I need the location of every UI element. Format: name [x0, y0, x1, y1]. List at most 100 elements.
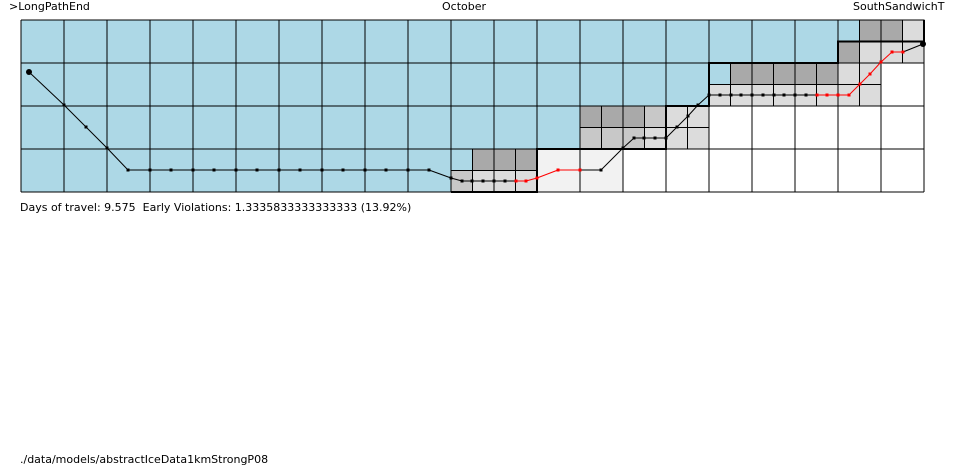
refined-cell [472, 148, 495, 171]
path-segment [697, 94, 710, 106]
grid-lines [20, 19, 925, 193]
path-waypoint [105, 146, 109, 150]
refined-cell [794, 62, 817, 85]
path-waypoint [621, 146, 625, 150]
refined-cell [515, 148, 538, 171]
path-waypoint [84, 125, 88, 129]
refined-cell [837, 62, 860, 85]
path-waypoint [653, 136, 657, 140]
path-segment [106, 147, 129, 171]
path-waypoint [632, 136, 636, 140]
path-waypoint [729, 93, 733, 97]
path-waypoint [815, 93, 819, 97]
path-waypoint [62, 103, 66, 107]
refined-cell [665, 105, 688, 128]
path-waypoint [341, 168, 345, 172]
refined-cell [450, 148, 473, 171]
refined-cell [708, 62, 731, 85]
path-waypoint [535, 176, 539, 180]
path-segment [450, 177, 463, 182]
refined-cell [665, 127, 688, 150]
path-waypoint [739, 93, 743, 97]
path-waypoint [718, 93, 722, 97]
model-path: ./data/models/abstractIceData1kmStrongP0… [20, 453, 269, 466]
month-label: October [442, 0, 487, 13]
path-waypoint [686, 114, 690, 118]
path-waypoint [825, 93, 829, 97]
path-waypoint [503, 179, 507, 183]
path-segment [665, 126, 678, 139]
path-waypoint [470, 179, 474, 183]
path-waypoint [675, 125, 679, 129]
path-segment [902, 43, 924, 53]
path-waypoint [384, 168, 388, 172]
path-waypoint [320, 168, 324, 172]
path-waypoint [148, 168, 152, 172]
path-start-marker [26, 69, 32, 75]
path-waypoint [890, 50, 894, 54]
refined-cell [687, 127, 710, 150]
path-waypoint [481, 179, 485, 183]
path-waypoint [191, 168, 195, 172]
path-segment [687, 104, 699, 117]
path-waypoint [298, 168, 302, 172]
path-waypoint [524, 179, 528, 183]
refined-cell [837, 41, 860, 64]
path-waypoint [793, 93, 797, 97]
refined-cell [579, 127, 602, 150]
path-start-label: >LongPathEnd [9, 0, 90, 13]
path-end-label: SouthSandwichT [853, 0, 945, 13]
refined-cell [601, 127, 624, 150]
path-segment [880, 51, 893, 63]
path-segment [63, 104, 87, 128]
path-waypoint [761, 93, 765, 97]
refined-cell [622, 105, 645, 128]
path-waypoint [255, 168, 259, 172]
path-waypoint [492, 179, 496, 183]
path-waypoint [879, 60, 883, 64]
refined-cell [837, 19, 860, 42]
ice-cell [795, 20, 838, 63]
travel-stats: Days of travel: 9.575 Early Violations: … [20, 201, 412, 214]
path-waypoint [664, 136, 668, 140]
refined-cell [751, 62, 774, 85]
refined-cell [687, 105, 710, 128]
path-waypoint [212, 168, 216, 172]
path-waypoint [782, 93, 786, 97]
ice-cell [494, 20, 537, 149]
path-waypoint [804, 93, 808, 97]
path-segment [525, 177, 538, 182]
path-waypoint [750, 93, 754, 97]
path-segment [859, 73, 871, 85]
path-waypoint [578, 168, 582, 172]
path-waypoint [449, 176, 453, 180]
path-waypoint [169, 168, 173, 172]
path-segment [536, 169, 559, 179]
path-segment [622, 137, 635, 149]
path-waypoint [514, 179, 518, 183]
path-segment [28, 71, 65, 106]
refined-cell [601, 105, 624, 128]
path-waypoint [406, 168, 410, 172]
path-segment [869, 61, 882, 75]
refined-cell [880, 19, 903, 42]
ice-cell [537, 20, 580, 149]
refined-cell [859, 41, 882, 64]
path-end-marker [920, 41, 926, 47]
path-waypoint [277, 168, 281, 172]
path-waypoint [847, 93, 851, 97]
path-waypoint [707, 93, 711, 97]
path-waypoint [868, 72, 872, 76]
refined-cell [816, 62, 839, 85]
route-path [26, 41, 926, 183]
path-waypoint [836, 93, 840, 97]
refined-cell [644, 105, 667, 128]
path-waypoint [126, 168, 130, 172]
path-waypoint [556, 168, 560, 172]
refined-cell [859, 84, 882, 107]
path-segment [85, 126, 108, 149]
path-waypoint [363, 168, 367, 172]
path-segment [848, 83, 861, 96]
path-segment [676, 115, 689, 128]
path-waypoint [901, 50, 905, 54]
